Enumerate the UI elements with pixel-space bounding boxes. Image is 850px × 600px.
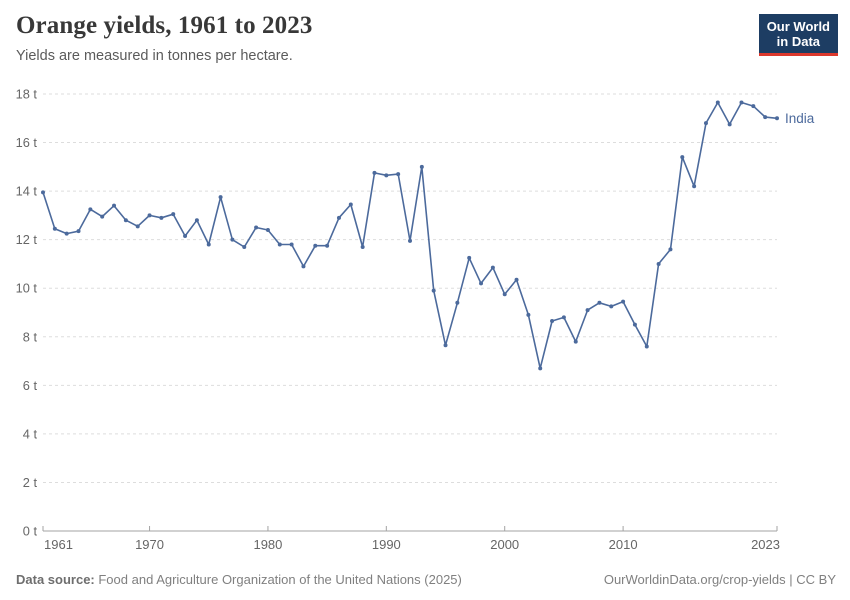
data-point <box>573 339 578 344</box>
owid-logo[interactable]: Our World in Data <box>758 14 838 56</box>
chart-subtitle: Yields are measured in tonnes per hectar… <box>16 47 293 64</box>
data-point <box>100 214 105 219</box>
data-point <box>301 264 306 269</box>
data-point <box>621 299 626 304</box>
chart-header: Orange yields, 1961 to 2023 Yields are m… <box>16 12 750 64</box>
data-point <box>514 277 519 282</box>
x-tick-label: 1980 <box>253 537 282 552</box>
data-point <box>41 190 45 195</box>
data-point <box>384 173 389 178</box>
data-point <box>502 292 507 297</box>
y-tick-label: 14 t <box>16 184 38 199</box>
data-point <box>206 242 211 247</box>
y-tick-label: 12 t <box>16 232 38 247</box>
chart-footer: Data source: Food and Agriculture Organi… <box>16 572 836 587</box>
data-point <box>159 215 164 220</box>
data-point <box>171 212 176 217</box>
data-point <box>538 366 543 371</box>
data-point <box>52 226 57 231</box>
data-point <box>727 122 732 127</box>
data-point <box>123 218 128 223</box>
data-point <box>218 195 223 200</box>
y-tick-label: 2 t <box>23 475 38 490</box>
y-tick-label: 16 t <box>16 135 38 150</box>
data-point <box>561 315 566 320</box>
y-tick-label: 18 t <box>16 87 38 102</box>
data-point <box>194 218 199 223</box>
data-point <box>739 100 744 105</box>
data-point <box>668 247 673 252</box>
data-point <box>408 238 412 243</box>
owid-logo-line2: in Data <box>776 34 821 49</box>
data-point <box>526 312 531 317</box>
data-point <box>632 322 637 327</box>
data-point <box>597 300 602 305</box>
data-point <box>254 225 259 230</box>
data-point <box>692 184 697 189</box>
y-tick-label: 10 t <box>16 281 38 296</box>
data-point <box>431 288 436 293</box>
data-source-note: Data source: Food and Agriculture Organi… <box>16 572 462 587</box>
data-point <box>455 300 460 305</box>
data-point <box>479 281 484 286</box>
data-point <box>277 242 282 247</box>
license-note[interactable]: OurWorldinData.org/crop-yields | CC BY <box>603 572 836 587</box>
x-tick-label: 2010 <box>609 537 638 552</box>
data-point <box>313 243 318 248</box>
data-point <box>680 155 685 160</box>
data-point <box>751 104 756 109</box>
data-point <box>230 237 235 242</box>
data-point <box>372 170 377 175</box>
data-point <box>585 308 590 313</box>
data-point <box>656 261 661 266</box>
data-point <box>348 202 353 207</box>
data-point <box>703 121 708 126</box>
data-point <box>550 318 555 323</box>
chart-title: Orange yields, 1961 to 2023 <box>16 12 313 39</box>
data-point <box>76 229 81 234</box>
x-tick-label: 2023 <box>751 537 780 552</box>
data-point <box>715 100 720 105</box>
data-point <box>183 234 188 239</box>
data-point <box>443 343 448 348</box>
entity-label: India <box>785 111 815 126</box>
data-point <box>490 265 495 270</box>
data-point <box>467 255 472 260</box>
x-tick-label: 1970 <box>135 537 164 552</box>
y-tick-label: 8 t <box>23 329 38 344</box>
data-point <box>265 227 270 232</box>
data-point <box>64 231 69 236</box>
y-tick-label: 0 t <box>23 524 38 539</box>
data-point <box>325 243 330 248</box>
data-point <box>644 344 649 349</box>
data-point <box>289 242 294 247</box>
x-tick-label: 2000 <box>490 537 519 552</box>
data-point <box>242 244 247 249</box>
data-point <box>147 213 152 218</box>
y-tick-label: 6 t <box>23 378 38 393</box>
data-point <box>775 116 779 121</box>
x-tick-label: 1990 <box>372 537 401 552</box>
data-source-label: Data source: <box>16 572 95 587</box>
data-point <box>396 172 401 177</box>
data-point <box>135 224 140 229</box>
owid-logo-line1: Our World <box>766 19 830 34</box>
x-tick-label: 1961 <box>44 537 73 552</box>
data-point <box>419 164 424 169</box>
data-source-text: Food and Agriculture Organization of the… <box>94 572 462 587</box>
data-point <box>112 203 117 208</box>
data-point <box>609 304 614 309</box>
data-point <box>336 215 341 220</box>
data-point <box>763 115 768 120</box>
data-point <box>360 244 365 249</box>
data-point <box>88 207 93 212</box>
y-tick-label: 4 t <box>23 426 38 441</box>
